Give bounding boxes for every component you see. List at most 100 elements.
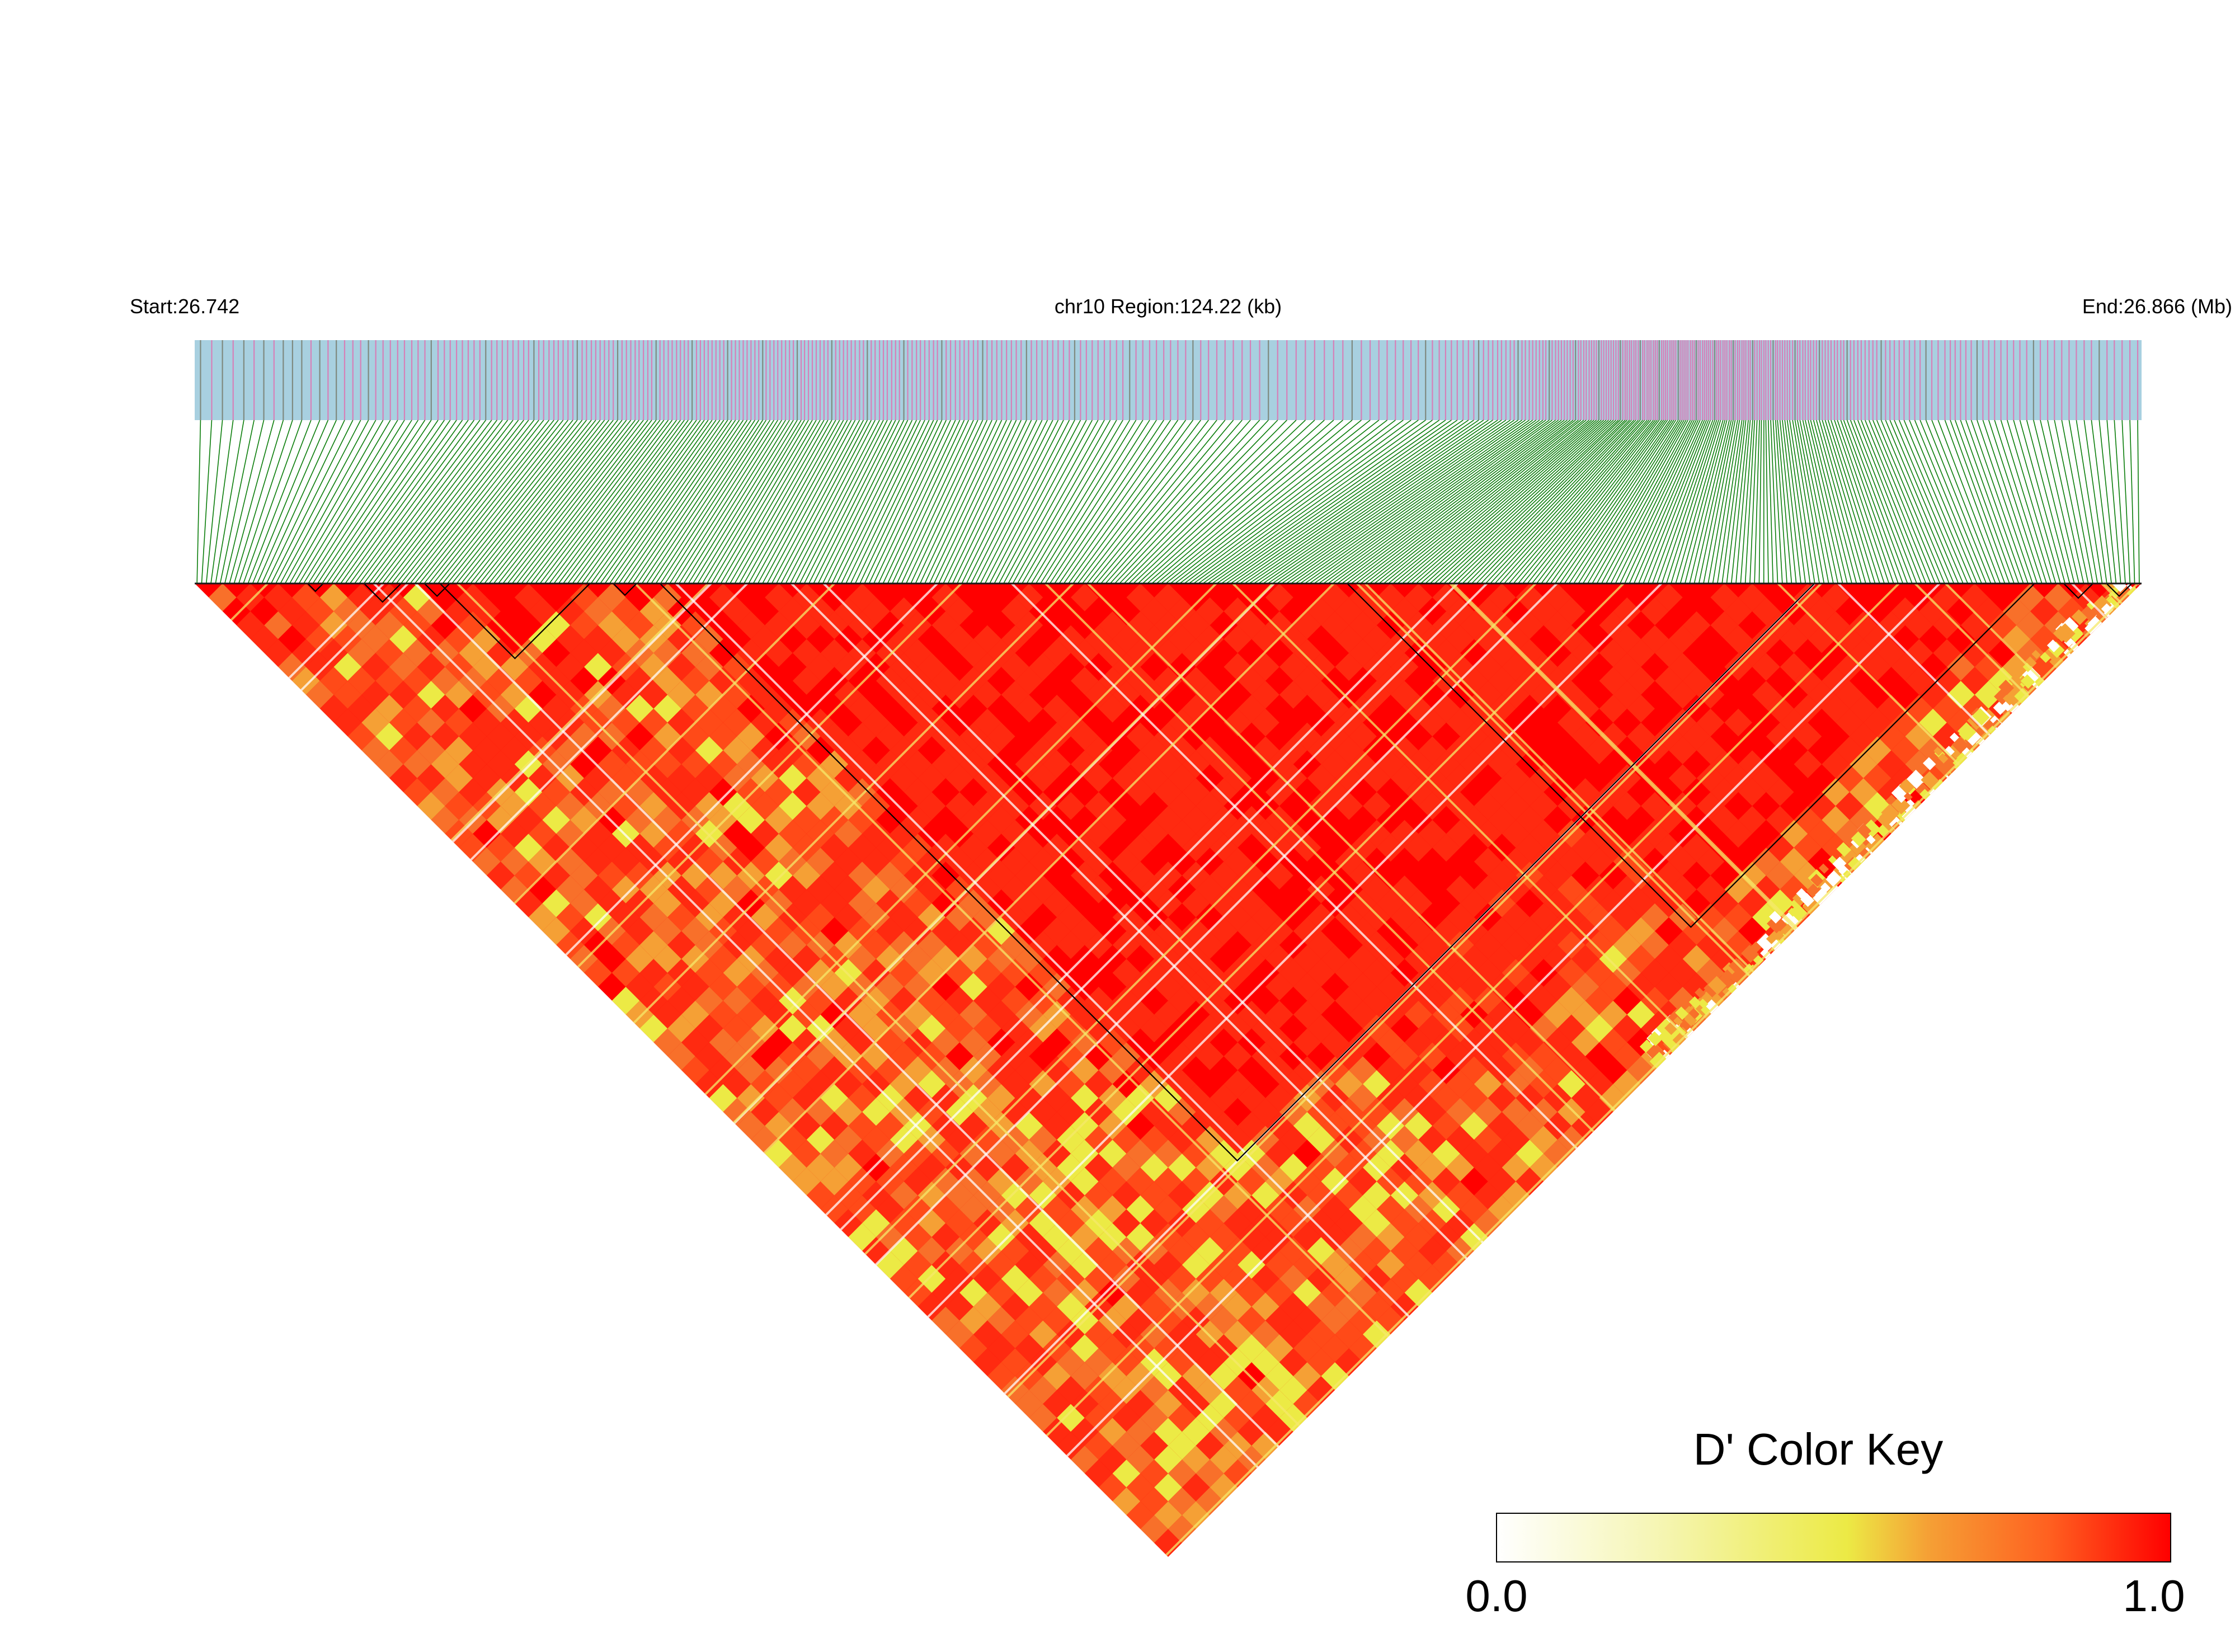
ld-low-stripe	[2101, 583, 2123, 605]
ld-cell	[1418, 931, 1447, 959]
ld-cell	[1321, 1306, 1349, 1335]
snp-connector-line	[1337, 420, 1559, 584]
snp-connector-line	[275, 420, 361, 584]
ld-cell	[1307, 876, 1335, 903]
ld-cell	[1307, 1181, 1335, 1209]
ld-cell	[1599, 1000, 1627, 1029]
ld-cell	[806, 931, 835, 959]
ld-cell	[1641, 931, 1669, 959]
ld-cell	[1363, 625, 1391, 653]
ld-cell	[834, 764, 863, 792]
ld-cell	[1863, 625, 1891, 653]
ld-cell	[931, 1278, 960, 1307]
snp-connector-line	[201, 420, 213, 584]
ld-cell	[1015, 1251, 1043, 1279]
ld-cell	[931, 1028, 960, 1057]
ld-cell	[639, 708, 668, 737]
snp-connector-line	[437, 420, 568, 584]
snp-connector-line	[419, 420, 549, 584]
snp-connector-line	[1309, 420, 1540, 584]
ld-cell	[1238, 694, 1265, 723]
snp-connector-line	[1799, 420, 1834, 584]
snp-connector-line	[368, 420, 492, 584]
ld-cell	[1516, 611, 1544, 639]
ld-cell	[1446, 1042, 1474, 1070]
ld-cell	[1390, 1265, 1419, 1293]
ld-cell	[1787, 907, 1797, 917]
ld-cell	[2024, 656, 2037, 669]
ld-cell	[1404, 1028, 1433, 1057]
ld-cell	[876, 1056, 904, 1084]
ld-cell	[1182, 917, 1210, 945]
ld-cell	[1668, 653, 1697, 681]
snp-connector-line	[428, 420, 559, 584]
ld-cell	[1696, 708, 1725, 737]
ld-cell	[1098, 1473, 1127, 1502]
ld-cell	[1418, 1042, 1447, 1070]
ld-cell	[1696, 959, 1725, 987]
ld-cell	[987, 1223, 1015, 1251]
ld-cell	[1321, 583, 1349, 611]
ld-cell	[1182, 1306, 1210, 1335]
ld-cell	[1307, 792, 1335, 820]
ld-cell	[904, 639, 932, 667]
ld-cell	[973, 986, 1001, 1015]
snp-connector-line	[952, 420, 1032, 584]
snp-connector-line	[762, 420, 852, 584]
ld-cell	[1822, 667, 1850, 695]
ld-cell	[1502, 1042, 1530, 1070]
ld-cell	[1850, 611, 1878, 639]
ld-cell	[1863, 764, 1891, 792]
snp-connector-line	[1671, 420, 1721, 584]
snp-connector-line	[924, 420, 1003, 584]
ld-cell	[1182, 1390, 1210, 1418]
ld-cell	[1321, 611, 1349, 639]
ld-cell	[1029, 1181, 1057, 1209]
ld-cell	[1613, 1070, 1641, 1098]
ld-cell	[639, 792, 668, 820]
snp-connector-line	[340, 420, 457, 584]
ld-cell	[500, 653, 529, 681]
ld-cell	[1168, 1098, 1196, 1126]
ld-cell	[1349, 583, 1377, 611]
snp-connector-line	[854, 420, 934, 584]
ld-cell	[1460, 945, 1488, 973]
ld-cell	[1544, 1084, 1571, 1112]
ld-cell	[681, 639, 709, 667]
snp-connector-line	[243, 420, 303, 584]
snp-connector-line	[270, 420, 354, 584]
ld-cell	[973, 1154, 1001, 1182]
ld-cell	[1210, 1306, 1238, 1335]
ld-cell	[459, 834, 487, 862]
ld-cell	[1168, 1126, 1196, 1154]
ld-low-stripe	[1066, 583, 1941, 1457]
snp-connector-line	[1165, 420, 1371, 584]
ld-cell	[1702, 985, 1718, 1000]
ld-cell	[1530, 1014, 1558, 1043]
ld-cell	[1363, 1070, 1391, 1098]
snp-connector-line	[1235, 420, 1474, 584]
ld-cell	[1502, 653, 1530, 681]
ld-cell	[1307, 959, 1335, 987]
ld-cell	[1599, 1084, 1627, 1112]
ld-cell	[1404, 1084, 1433, 1112]
snp-connector-line	[586, 420, 705, 584]
ld-cell	[1627, 917, 1655, 945]
ld-cell	[1668, 848, 1697, 876]
ld-cell	[959, 1278, 987, 1307]
ld-cell	[1043, 1278, 1071, 1307]
ld-cell	[1154, 1000, 1182, 1029]
ld-cell	[834, 1014, 863, 1043]
ld-cell	[1168, 1265, 1196, 1293]
ld-cell	[1098, 694, 1127, 723]
ld-cell	[1224, 903, 1252, 931]
snp-connector-line	[1564, 420, 1674, 584]
ld-cell	[1154, 583, 1182, 611]
snp-connector-line	[1816, 420, 1862, 584]
ld-cell	[1390, 876, 1419, 903]
ld-cell	[1752, 876, 1780, 903]
ld-cell	[1363, 1126, 1391, 1154]
ld-cell	[1154, 667, 1182, 695]
ld-cell	[1919, 708, 1947, 737]
ld-cell	[1585, 1070, 1613, 1098]
